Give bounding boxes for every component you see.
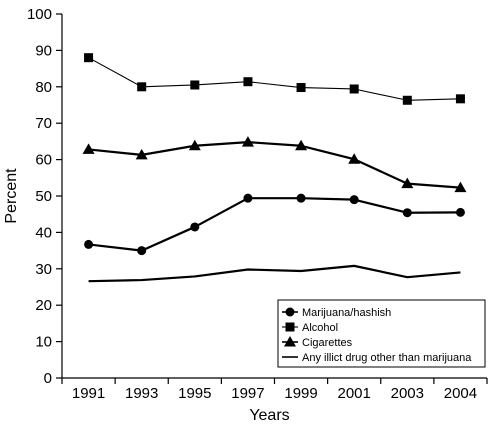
x-tick-label: 2003 — [391, 385, 424, 402]
x-tick-label: 1991 — [72, 385, 105, 402]
y-tick-label: 100 — [27, 6, 52, 23]
data-point — [243, 77, 253, 87]
legend-swatch-marker — [285, 307, 295, 317]
y-axis-title: Percent — [3, 168, 20, 224]
data-point — [295, 139, 308, 151]
y-tick-label: 90 — [35, 42, 52, 59]
y-tick-label: 40 — [35, 224, 52, 241]
data-point — [190, 222, 200, 232]
y-tick-label: 50 — [35, 188, 52, 205]
data-point — [241, 136, 254, 147]
data-point — [349, 84, 359, 94]
data-point — [402, 95, 412, 105]
data-point — [243, 193, 253, 203]
y-tick-label: 70 — [35, 115, 52, 132]
series-line — [88, 57, 461, 101]
series-1 — [84, 193, 465, 256]
data-point — [82, 143, 95, 154]
y-tick-label: 10 — [35, 334, 52, 351]
data-point — [455, 207, 465, 217]
series-3 — [82, 136, 467, 193]
x-tick-label: 1997 — [231, 385, 264, 402]
data-point — [296, 83, 306, 93]
data-point — [84, 239, 94, 249]
series-4 — [88, 264, 461, 283]
data-point — [349, 195, 359, 205]
x-axis-title: Years — [249, 407, 289, 424]
x-tick-label: 1999 — [284, 385, 317, 402]
series-2 — [84, 53, 465, 105]
y-tick-label: 0 — [44, 370, 52, 387]
x-tick-label: 2004 — [444, 385, 477, 402]
series-line — [88, 141, 461, 189]
legend-label: Any illict drug other than marijuana — [302, 352, 472, 364]
legend-box — [277, 299, 486, 368]
legend-label: Alcohol — [302, 322, 338, 334]
series-line — [88, 264, 461, 283]
data-point — [454, 181, 467, 193]
data-point — [296, 193, 306, 203]
data-point — [84, 53, 94, 63]
legend: Marijuana/hashish Alcohol Cigarettes Any il… — [277, 299, 486, 368]
data-point — [135, 148, 148, 160]
data-point — [190, 80, 200, 90]
data-point — [455, 94, 465, 104]
series-layer — [82, 53, 467, 283]
x-tick-label: 2001 — [338, 385, 371, 402]
legend-label: Marijuana/hashish — [302, 307, 391, 319]
data-point — [137, 246, 147, 256]
legend-swatch-marker — [285, 322, 295, 332]
legend-label: Cigarettes — [302, 337, 353, 349]
data-point — [401, 177, 414, 189]
x-tick-label: 1995 — [178, 385, 211, 402]
x-axis-ticks: 1991 1993 1995 1997 1999 2001 2003 2004 — [61, 378, 488, 402]
y-tick-label: 60 — [35, 152, 52, 169]
series-line — [88, 197, 461, 252]
data-point — [402, 208, 412, 218]
y-tick-label: 20 — [35, 297, 52, 314]
y-axis-ticks: 0 10 20 30 40 50 60 70 80 90 100 — [27, 6, 62, 387]
y-tick-label: 30 — [35, 261, 52, 278]
x-tick-label: 1993 — [125, 385, 158, 402]
data-point — [137, 82, 147, 92]
data-point — [348, 153, 361, 164]
data-point — [188, 139, 201, 151]
y-tick-label: 80 — [35, 79, 52, 96]
legend-swatch-marker — [284, 336, 296, 347]
